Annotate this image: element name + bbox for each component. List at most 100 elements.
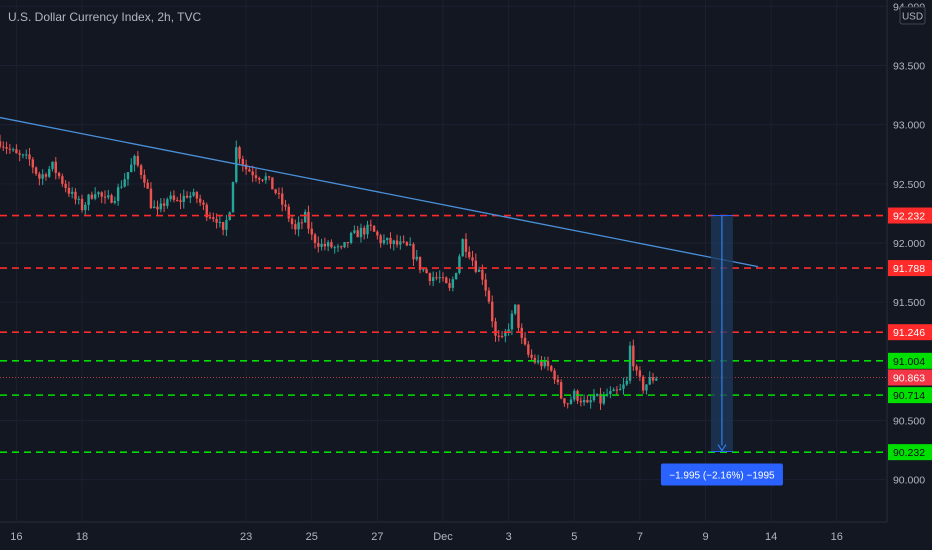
candle [471,250,474,267]
candle-body [34,167,38,174]
candle-body [120,186,123,188]
candle [156,200,159,217]
candle-body [38,173,41,179]
candle [477,266,481,273]
candle-body [471,257,474,261]
candle [418,256,422,274]
y-axis-labels: 90.000 90.500 91.500 92.000 92.500 93.000 93.5… [893,1,925,486]
candle-body [336,246,340,248]
candle-body [340,246,343,248]
candle [451,276,455,292]
candle [261,179,264,183]
candle [412,242,415,266]
candle-body [343,242,346,248]
candle-body [553,370,556,380]
candle [307,205,310,234]
candle-body [523,337,527,345]
candle-body [586,399,589,403]
candle [172,190,176,203]
candle-body [287,206,290,219]
candle [133,154,136,172]
candle-body [212,217,215,219]
candle-body [441,277,445,279]
candle [281,187,284,212]
candle [57,171,61,180]
candle-body [386,237,389,241]
candle-body [454,273,458,280]
candle [517,304,520,332]
candle-body [566,403,569,405]
candle-body [333,247,336,249]
candle-body [176,199,179,201]
candle-body [559,382,563,399]
x-tick-label: 27 [371,531,383,543]
candle [494,317,497,342]
candle [258,176,261,184]
candle [126,172,130,186]
candle-body [110,195,113,203]
candle [300,218,304,230]
candle-body [116,187,120,201]
candle [599,387,602,410]
candle [428,272,432,286]
time-axis[interactable] [0,522,887,550]
candle-body [569,399,573,405]
candle-body [107,195,110,198]
candle-body [215,218,218,223]
candle-body [494,321,497,336]
candles[interactable] [0,134,658,410]
candle [18,149,21,162]
candle-body [609,391,612,395]
candle-body [464,239,468,252]
candle [366,220,369,239]
candle-body [540,360,543,367]
candle-body [615,389,619,391]
candle-body [172,195,176,200]
candle-body [491,301,494,322]
candle [523,332,527,346]
candle-body [57,172,61,177]
candle [349,231,353,245]
candle-body [655,378,658,381]
measure-label-box [660,463,783,486]
support-price-tag: 90.232 [893,447,925,459]
horizontal-levels[interactable] [0,214,886,453]
resistance-price-tag: 91.246 [893,327,925,339]
candle [80,194,84,213]
candle [559,379,563,400]
trendline-group[interactable] [0,116,759,268]
y-tick-label: 93.000 [893,120,925,132]
candle-body [556,379,560,383]
candle-body [195,192,199,199]
candle-body [208,217,212,219]
candle [326,240,330,252]
candle [504,328,507,343]
candle [100,191,103,204]
x-tick-label: 9 [702,531,708,543]
candle-body [238,147,241,159]
candle [103,190,107,204]
currency-badge[interactable] [899,6,926,25]
candle-body [589,400,592,403]
candle [510,310,514,336]
candle-body [477,269,481,272]
measure-arrow-head [717,444,727,452]
candle [605,388,609,397]
measure-tool[interactable]: −1.995 (−2.16%) −1995 [660,215,783,486]
candle-body [123,179,126,187]
candle [166,197,169,209]
support-price-tag-bg [888,387,932,404]
candle [530,349,533,362]
candle-body [48,168,51,177]
candle [402,235,405,244]
x-tick-label: 16 [10,531,22,543]
candle [320,238,323,251]
candle [513,304,517,316]
candle [651,372,655,384]
candle-body [11,149,15,151]
candle [507,323,510,336]
candle-body [356,230,359,238]
candle-body [297,222,300,230]
grid [0,0,886,521]
candle [566,402,569,409]
